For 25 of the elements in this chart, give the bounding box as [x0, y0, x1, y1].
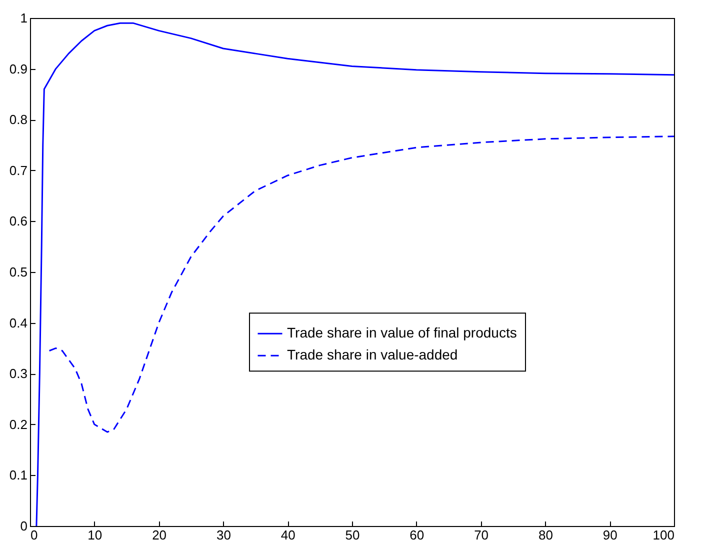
- line-series: [48, 136, 674, 433]
- x-tick-label: 80: [538, 528, 553, 542]
- x-tick-label: 100: [652, 528, 674, 542]
- legend-label: Trade share in value-added: [287, 346, 458, 363]
- y-tick-label: 0.5: [9, 264, 28, 280]
- y-tick-label: 0.3: [9, 366, 28, 382]
- x-tick-label: 60: [410, 528, 424, 542]
- y-tick-label: 0.4: [9, 315, 28, 330]
- y-tick-label: 0.8: [9, 112, 28, 128]
- y-tick-label: 0.1: [9, 468, 28, 483]
- x-tick-label: 50: [345, 528, 360, 542]
- x-tick-label: 70: [474, 528, 489, 542]
- y-tick-label: 0.2: [9, 416, 28, 432]
- x-tick-label: 10: [88, 528, 102, 542]
- x-tick-label: 0: [30, 528, 38, 542]
- x-tick-label: 20: [152, 528, 167, 542]
- x-tick-label: 30: [216, 528, 231, 542]
- y-tick-label: 1: [20, 10, 28, 26]
- line-series: [36, 22, 674, 526]
- x-tick-label: 40: [280, 528, 296, 542]
- x-tick-label: 90: [602, 528, 618, 542]
- y-tick-label: 0.7: [9, 162, 28, 178]
- y-tick-label: 0.6: [9, 214, 28, 229]
- y-tick-label: 0.9: [9, 61, 28, 76]
- legend-label: Trade share in value of final products: [287, 324, 517, 341]
